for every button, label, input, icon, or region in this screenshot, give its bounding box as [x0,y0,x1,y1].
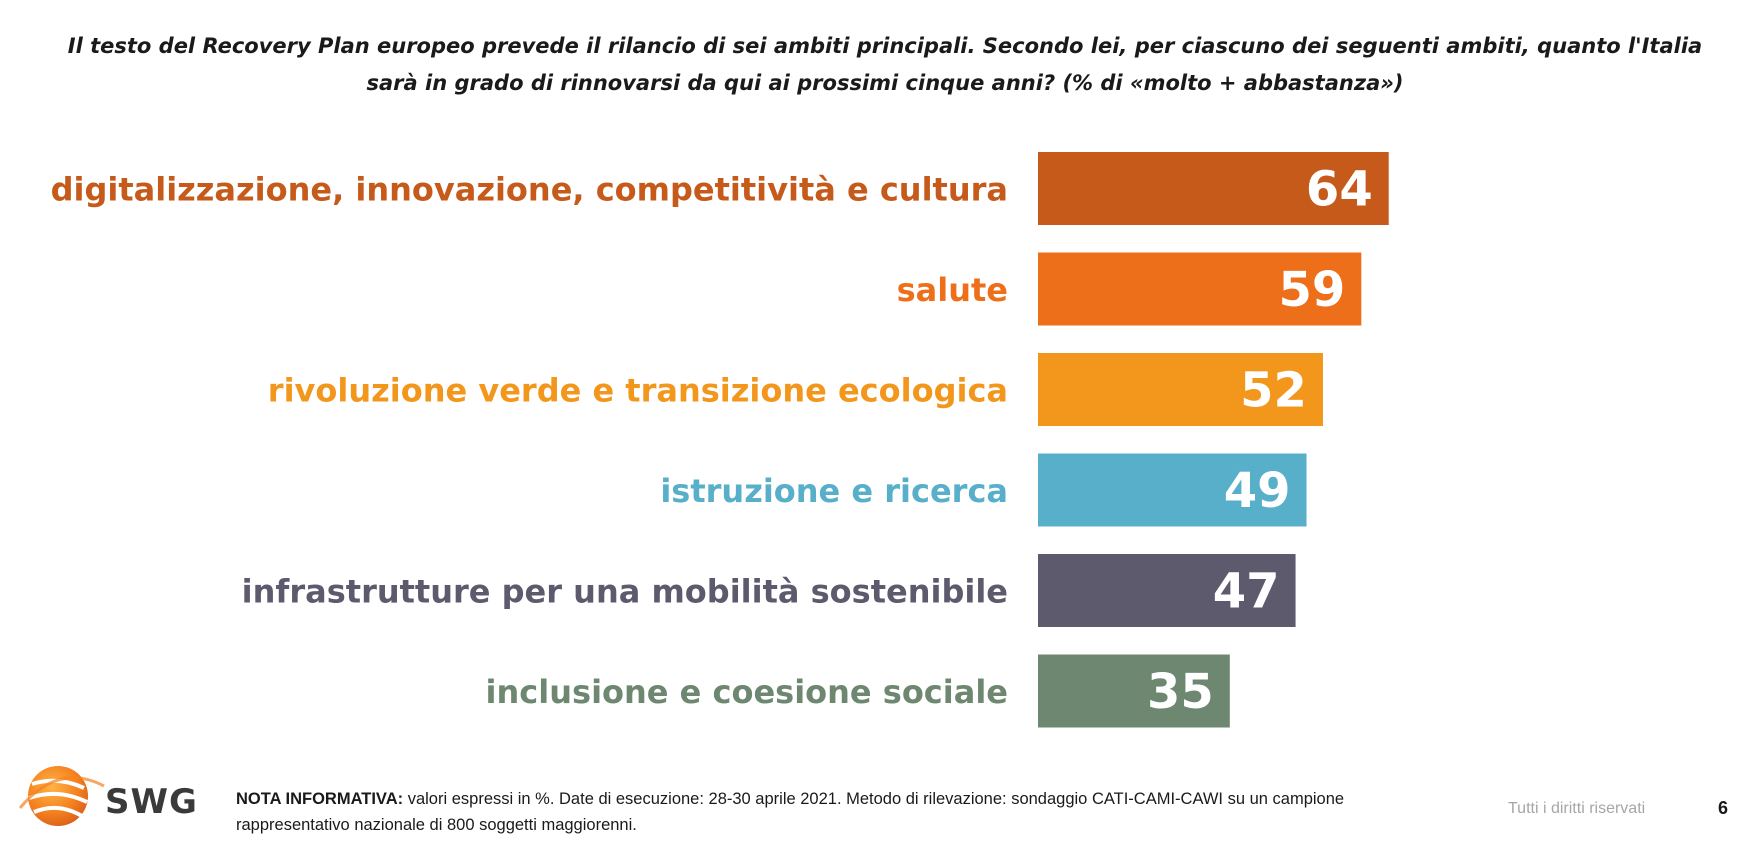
value-label-6: 35 [1147,664,1214,720]
rights-reserved: Tutti i diritti riservati [1508,800,1646,817]
category-label-1: digitalizzazione, innovazione, competiti… [51,171,1008,209]
value-label-5: 47 [1213,564,1280,620]
category-label-6: inclusione e coesione sociale [486,673,1008,711]
value-label-1: 64 [1306,162,1373,218]
value-label-2: 59 [1279,262,1346,318]
category-label-3: rivoluzione verde e transizione ecologic… [268,372,1008,410]
bar-2 [1038,252,1362,326]
category-label-4: istruzione e ricerca [660,472,1008,510]
bar-1 [1038,152,1389,225]
info-note: NOTA INFORMATIVA: valori espressi in %. … [236,786,1376,838]
swg-globe-logo-icon [18,766,105,826]
bar-4 [1038,453,1307,527]
info-note-text: valori espressi in %. Date di esecuzione… [236,790,1345,834]
bar-5 [1038,554,1296,627]
category-label-2: salute [897,271,1008,309]
page-number: 6 [1718,798,1729,818]
value-label-4: 49 [1224,463,1291,519]
category-label-5: infrastrutture per una mobilità sostenib… [242,573,1008,611]
bar-6 [1038,654,1230,728]
logo-text: SWG [105,782,198,822]
chart-title: Il testo del Recovery Plan europeo preve… [67,34,1703,95]
bar-chart: digitalizzazione, innovazione, competiti… [51,152,1389,728]
value-label-3: 52 [1240,363,1307,419]
info-note-label: NOTA INFORMATIVA: [236,790,404,808]
bar-3 [1038,353,1323,426]
